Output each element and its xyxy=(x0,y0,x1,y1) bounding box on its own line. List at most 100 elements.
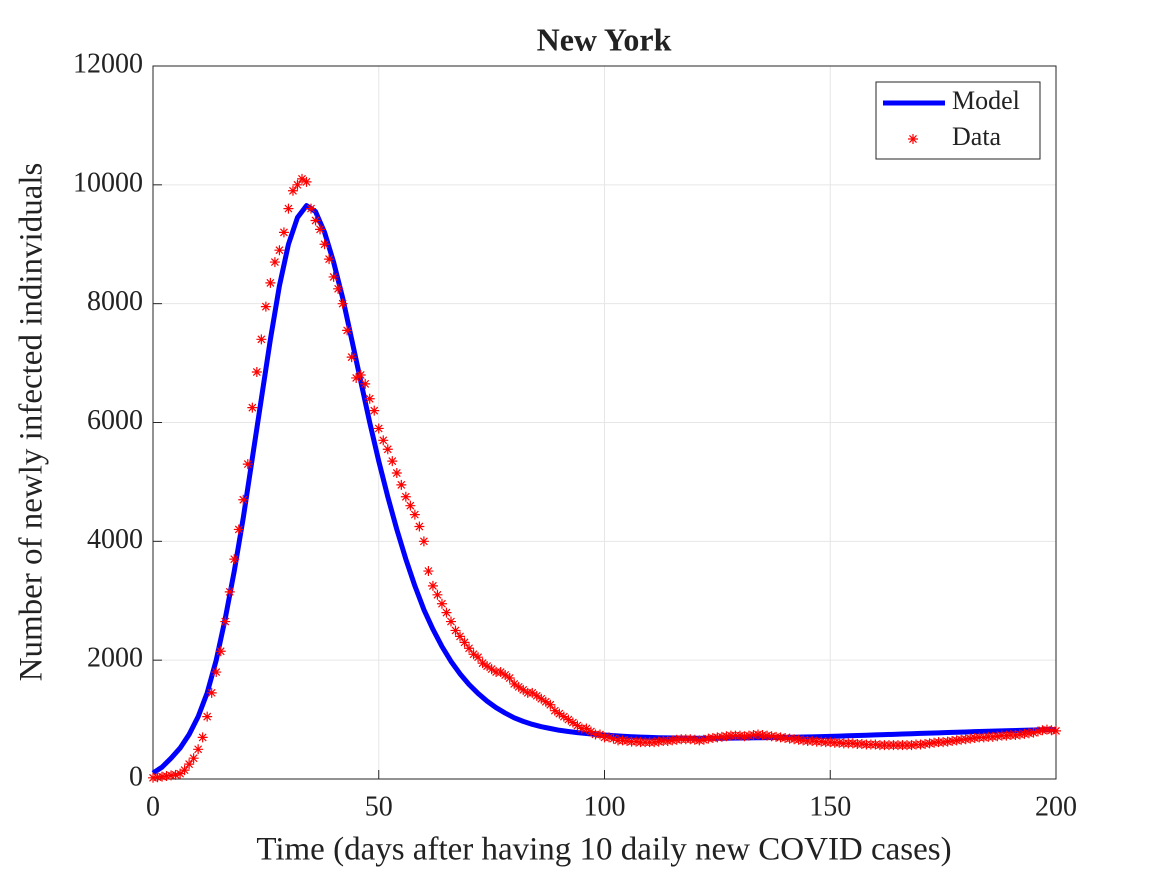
data-point xyxy=(378,435,389,446)
data-point xyxy=(369,405,380,416)
data-point xyxy=(495,667,506,678)
data-point xyxy=(396,479,407,490)
data-point xyxy=(436,598,447,609)
data-point xyxy=(414,521,425,532)
data-point xyxy=(468,649,479,660)
data-point xyxy=(504,672,515,683)
x-tick-label: 200 xyxy=(1035,791,1077,822)
data-point xyxy=(238,494,249,505)
legend-label: Data xyxy=(952,122,1002,151)
data-point xyxy=(278,227,289,238)
y-tick-label: 0 xyxy=(129,761,143,792)
data-point xyxy=(441,607,452,618)
data-point xyxy=(549,705,560,716)
data-point xyxy=(432,589,443,600)
data-point xyxy=(296,173,307,184)
data-point xyxy=(242,459,253,470)
data-point xyxy=(387,456,398,467)
data-point xyxy=(360,378,371,389)
data-point xyxy=(513,681,524,692)
data-point xyxy=(585,726,596,737)
legend-box xyxy=(875,81,1041,160)
data-point xyxy=(260,301,271,312)
data-point xyxy=(319,239,330,250)
data-point xyxy=(594,729,605,740)
data-point xyxy=(527,687,538,698)
data-point xyxy=(405,500,416,511)
data-point xyxy=(545,699,556,710)
data-point xyxy=(455,631,466,642)
y-axis-label: Number of newly infected indinviduals xyxy=(14,163,50,682)
data-point xyxy=(256,334,267,345)
legend-symbol xyxy=(908,134,918,144)
data-point xyxy=(269,257,280,268)
data-point xyxy=(459,637,470,648)
data-point xyxy=(233,524,244,535)
data-point xyxy=(215,646,226,657)
data-point xyxy=(315,224,326,235)
data-point xyxy=(464,643,475,654)
chart-title: New York xyxy=(537,21,672,57)
data-point xyxy=(554,708,565,719)
data-point xyxy=(328,271,339,282)
data-point xyxy=(409,509,420,520)
y-tick-label: 2000 xyxy=(87,643,143,674)
data-point xyxy=(604,732,615,743)
data-point xyxy=(531,690,542,701)
data-point xyxy=(477,658,488,669)
data-point xyxy=(427,580,438,591)
y-tick-label: 12000 xyxy=(73,48,143,79)
data-point xyxy=(342,325,353,336)
data-point xyxy=(310,215,321,226)
data-point xyxy=(391,468,402,479)
data-point xyxy=(482,661,493,672)
data-point xyxy=(188,753,199,764)
data-point xyxy=(364,393,375,404)
data-point xyxy=(473,652,484,663)
data-point xyxy=(536,693,547,704)
data-point xyxy=(581,723,592,734)
x-tick-label: 150 xyxy=(809,791,851,822)
data-point xyxy=(229,554,240,565)
x-tick-label: 100 xyxy=(584,791,626,822)
x-tick-label: 0 xyxy=(146,791,160,822)
data-point xyxy=(306,203,317,214)
data-point xyxy=(283,203,294,214)
data-point xyxy=(346,352,357,363)
data-point xyxy=(1032,726,1043,737)
data-point xyxy=(486,664,497,675)
data-point xyxy=(518,684,529,695)
data-point xyxy=(179,765,190,776)
data-point xyxy=(445,616,456,627)
data-point xyxy=(220,616,231,627)
data-point xyxy=(418,536,429,547)
data-point xyxy=(301,176,312,187)
data-point xyxy=(351,372,362,383)
data-point xyxy=(324,254,335,265)
data-point xyxy=(175,768,186,779)
data-point xyxy=(202,711,213,722)
data-point xyxy=(540,696,551,707)
data-point xyxy=(274,245,285,256)
data-point xyxy=(1051,725,1061,736)
y-tick-label: 6000 xyxy=(87,405,143,436)
data-point xyxy=(251,366,262,377)
data-point xyxy=(224,586,235,597)
data-point xyxy=(608,733,619,744)
data-point xyxy=(1028,727,1039,738)
plot-frame xyxy=(152,65,1057,780)
data-point xyxy=(563,714,574,725)
y-tick-label: 8000 xyxy=(87,286,143,317)
x-axis-label: Time (days after having 10 daily new COV… xyxy=(256,832,951,868)
data-point xyxy=(400,491,411,502)
data-point xyxy=(382,444,393,455)
data-point xyxy=(698,734,709,745)
data-point xyxy=(333,283,344,294)
data-point xyxy=(450,625,461,636)
data-point xyxy=(170,769,181,780)
y-tick-label: 4000 xyxy=(87,524,143,555)
data-point xyxy=(558,711,569,722)
y-tick-label: 10000 xyxy=(73,167,143,198)
